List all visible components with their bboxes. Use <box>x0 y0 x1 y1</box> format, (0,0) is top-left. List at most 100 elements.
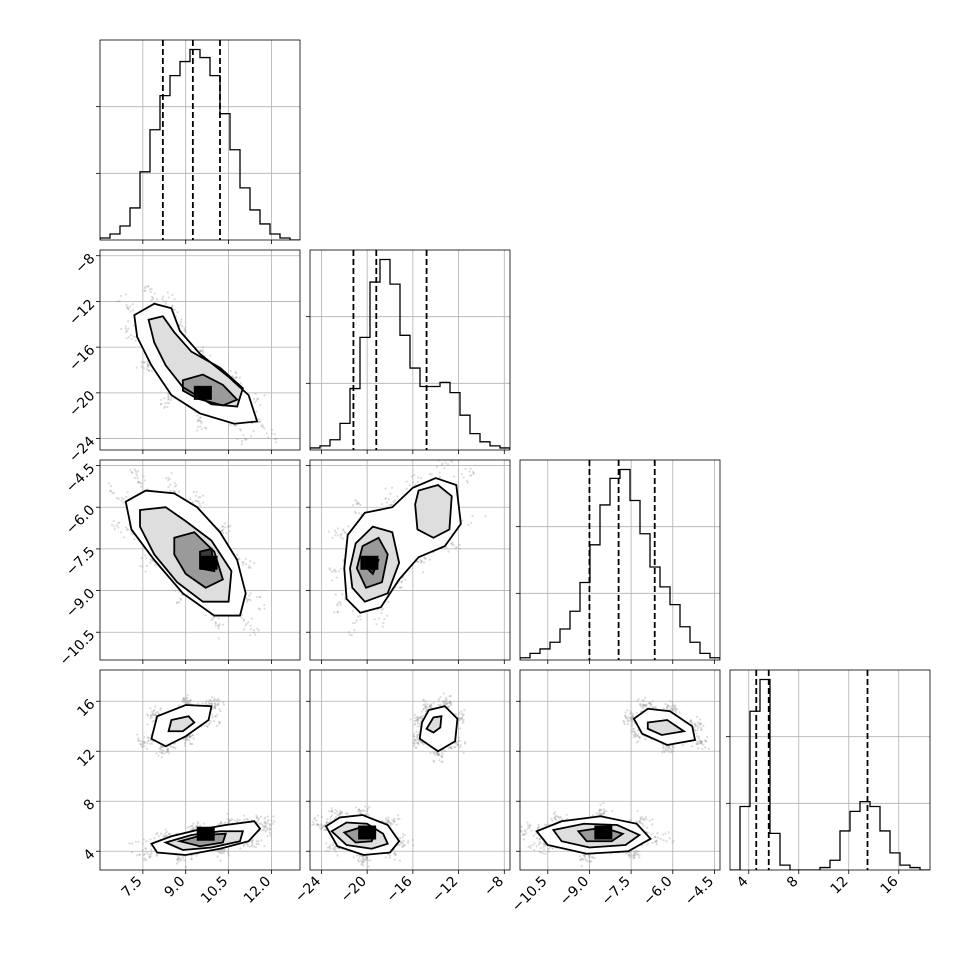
sample-point <box>389 821 392 825</box>
sample-point <box>253 401 257 404</box>
sample-point <box>338 812 341 815</box>
sample-point <box>195 854 198 857</box>
sample-point <box>112 519 115 523</box>
panel-frame <box>519 459 721 661</box>
sample-point <box>227 821 230 824</box>
sample-point <box>339 811 343 814</box>
sample-point <box>585 859 588 862</box>
sample-point <box>124 293 128 296</box>
sample-point <box>183 699 186 702</box>
sample-point <box>122 536 126 539</box>
sample-point <box>387 498 390 501</box>
sample-point <box>197 418 200 421</box>
sample-point <box>340 532 343 535</box>
sample-point <box>632 857 635 860</box>
sample-point <box>133 324 136 327</box>
sample-point <box>578 858 582 862</box>
sample-point <box>120 327 123 330</box>
sample-point <box>426 703 429 706</box>
sample-point <box>130 532 133 535</box>
sample-point <box>275 437 278 440</box>
sample-point <box>396 495 399 498</box>
sample-point <box>115 496 118 500</box>
sample-point <box>352 856 355 859</box>
sample-point <box>416 717 419 720</box>
sample-point <box>240 616 243 619</box>
sample-point <box>538 850 541 853</box>
sample-point <box>154 713 157 716</box>
sample-point <box>111 523 114 526</box>
sample-point <box>255 399 258 402</box>
sample-point <box>214 624 217 627</box>
sample-point <box>425 708 429 711</box>
sample-point <box>462 720 465 723</box>
sample-point <box>347 525 350 528</box>
sample-point <box>256 397 259 400</box>
sample-point <box>385 821 389 825</box>
contour-line <box>147 315 244 408</box>
sample-point <box>408 484 411 487</box>
sample-point <box>215 699 218 702</box>
sample-point <box>183 327 186 330</box>
sample-point <box>211 713 214 716</box>
sample-point <box>630 720 633 723</box>
sample-point <box>241 561 245 564</box>
sample-point <box>256 627 259 630</box>
sample-point <box>361 864 365 867</box>
sample-point <box>221 525 224 529</box>
sample-point <box>221 623 225 626</box>
sample-point <box>627 716 630 719</box>
sample-point <box>136 476 139 480</box>
sample-point <box>273 433 277 436</box>
sample-point <box>667 750 670 753</box>
sample-point <box>438 759 441 762</box>
sample-point <box>458 739 461 743</box>
sample-point <box>587 854 590 857</box>
sample-point <box>696 724 699 727</box>
sample-point <box>336 854 339 857</box>
sample-point <box>458 712 461 715</box>
sample-point <box>422 703 425 707</box>
sample-point <box>411 481 415 484</box>
sample-point <box>145 858 148 862</box>
sample-point <box>418 716 421 720</box>
x-tick-label: −4.5 <box>682 874 717 909</box>
sample-point <box>130 471 134 474</box>
sample-point <box>366 809 369 813</box>
sample-point <box>670 705 673 708</box>
sample-point <box>465 479 468 482</box>
sample-point <box>443 703 446 706</box>
sample-point <box>243 843 246 846</box>
sample-point <box>139 485 143 488</box>
sample-point <box>629 818 632 821</box>
sample-point <box>356 615 360 618</box>
sample-point <box>152 712 155 715</box>
sample-point <box>210 700 213 703</box>
sample-point <box>167 485 170 489</box>
contour-line <box>150 820 262 856</box>
sample-point <box>638 854 641 857</box>
sample-point <box>216 849 219 852</box>
sample-point <box>435 751 438 754</box>
sample-point <box>702 724 705 728</box>
sample-point <box>144 285 147 288</box>
sample-point <box>424 705 428 708</box>
sample-point <box>420 710 423 713</box>
contour-panel-0-1: −24−20−16−12−8 <box>66 249 301 466</box>
sample-point <box>235 820 239 823</box>
sample-point <box>537 843 541 846</box>
sample-point <box>125 304 128 307</box>
sample-point <box>272 815 275 818</box>
sample-point <box>203 426 207 429</box>
sample-point <box>512 828 514 830</box>
sample-point <box>637 850 640 853</box>
sample-point <box>632 850 636 853</box>
contour-panel-2-3: −10.5 −9.0 −7.5 −6.0 −4.5 <box>509 669 721 915</box>
sample-point <box>380 608 384 612</box>
sample-point <box>210 702 213 705</box>
sample-point <box>214 622 217 625</box>
sample-point <box>270 819 273 822</box>
sample-point <box>671 841 674 844</box>
sample-point <box>458 717 462 720</box>
sample-point <box>146 740 149 743</box>
